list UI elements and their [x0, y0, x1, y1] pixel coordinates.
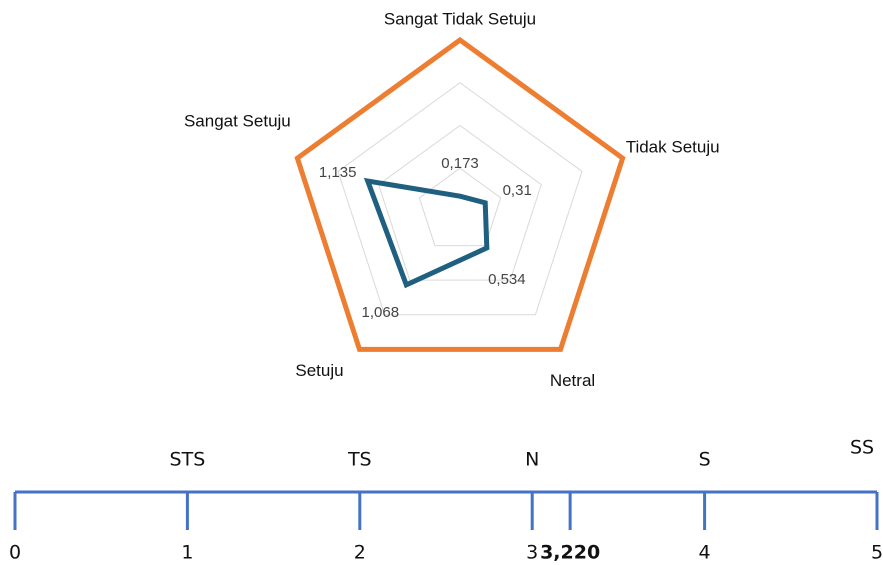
- value-label: 1,068: [362, 304, 400, 321]
- series-line: [363, 177, 490, 289]
- scale-label: S: [699, 449, 711, 471]
- scale-label: N: [525, 449, 539, 471]
- grid-ring: [337, 82, 583, 316]
- category-label: Sangat Tidak Setuju: [384, 9, 536, 28]
- scale-label: STS: [170, 449, 206, 471]
- grid-ring: [378, 124, 542, 281]
- tick-label: 4: [699, 542, 711, 564]
- category-label: Netral: [550, 371, 595, 390]
- tick-label: 2: [354, 542, 366, 564]
- value-label: 1,135: [319, 164, 357, 181]
- tick-label: 3,220: [540, 542, 600, 564]
- series-line: [294, 36, 626, 352]
- category-label: Setuju: [295, 361, 343, 380]
- tick-label: 3: [526, 542, 538, 564]
- tick-label: 1: [181, 542, 193, 564]
- scale-label: TS: [347, 449, 372, 471]
- tick-label: 0: [9, 542, 21, 564]
- value-label: 0,173: [441, 155, 479, 172]
- scale-label: SS: [850, 437, 874, 459]
- tick-label: 5: [871, 542, 883, 564]
- category-label: Sangat Setuju: [184, 112, 291, 131]
- value-label: 0,534: [488, 271, 526, 288]
- value-label: 0,31: [503, 182, 532, 199]
- category-label: Tidak Setuju: [626, 138, 720, 157]
